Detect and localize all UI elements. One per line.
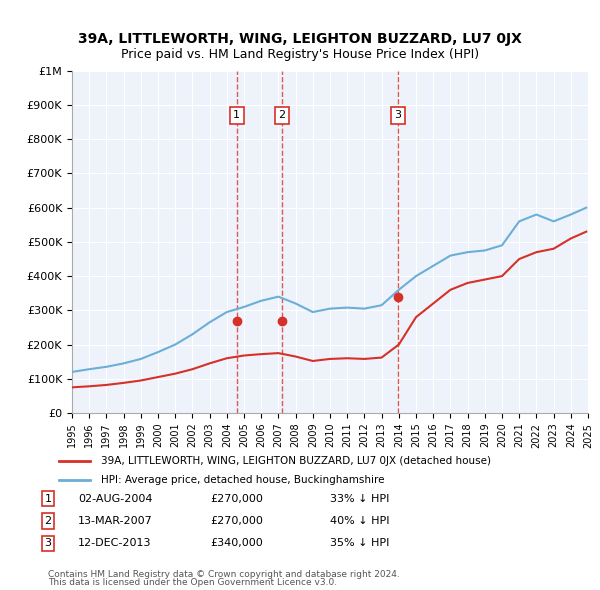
Text: 40% ↓ HPI: 40% ↓ HPI: [330, 516, 389, 526]
Text: Contains HM Land Registry data © Crown copyright and database right 2024.: Contains HM Land Registry data © Crown c…: [48, 571, 400, 579]
Text: 2: 2: [278, 110, 285, 120]
Text: 3: 3: [394, 110, 401, 120]
Text: 2: 2: [44, 516, 52, 526]
Text: Price paid vs. HM Land Registry's House Price Index (HPI): Price paid vs. HM Land Registry's House …: [121, 48, 479, 61]
Text: 1: 1: [233, 110, 240, 120]
Text: £270,000: £270,000: [210, 494, 263, 503]
Text: 12-DEC-2013: 12-DEC-2013: [78, 539, 151, 548]
Text: HPI: Average price, detached house, Buckinghamshire: HPI: Average price, detached house, Buck…: [101, 476, 385, 485]
Text: £340,000: £340,000: [210, 539, 263, 548]
Text: 02-AUG-2004: 02-AUG-2004: [78, 494, 152, 503]
Text: 39A, LITTLEWORTH, WING, LEIGHTON BUZZARD, LU7 0JX: 39A, LITTLEWORTH, WING, LEIGHTON BUZZARD…: [78, 32, 522, 47]
Text: 39A, LITTLEWORTH, WING, LEIGHTON BUZZARD, LU7 0JX (detached house): 39A, LITTLEWORTH, WING, LEIGHTON BUZZARD…: [101, 456, 491, 466]
Text: 3: 3: [44, 539, 52, 548]
Text: 13-MAR-2007: 13-MAR-2007: [78, 516, 153, 526]
Text: 1: 1: [44, 494, 52, 503]
Text: £270,000: £270,000: [210, 516, 263, 526]
Text: This data is licensed under the Open Government Licence v3.0.: This data is licensed under the Open Gov…: [48, 578, 337, 587]
Text: 33% ↓ HPI: 33% ↓ HPI: [330, 494, 389, 503]
Text: 35% ↓ HPI: 35% ↓ HPI: [330, 539, 389, 548]
